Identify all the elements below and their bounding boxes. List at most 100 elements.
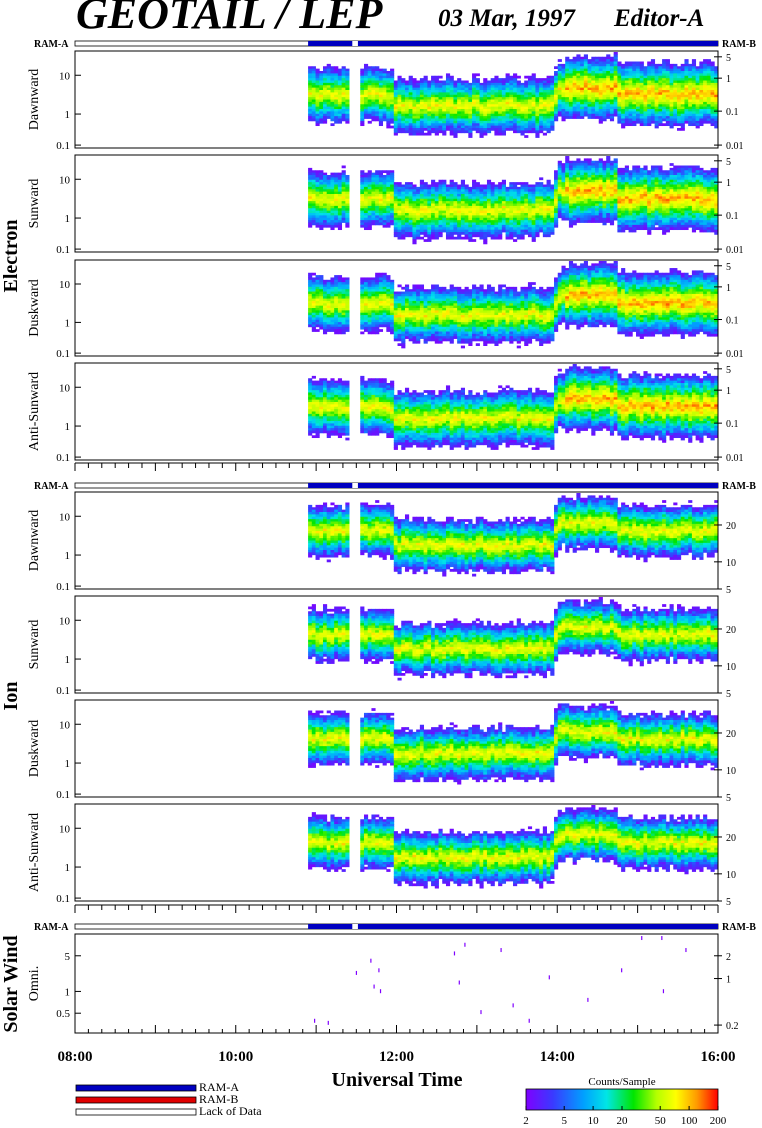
spectrogram-cell xyxy=(647,71,652,74)
spectrogram-cell xyxy=(598,167,603,171)
spectrogram-cell xyxy=(468,87,473,91)
spectrogram-cell xyxy=(665,205,670,209)
spectrogram-cell xyxy=(658,170,663,174)
spectrogram-cell xyxy=(539,222,544,226)
spectrogram-cell xyxy=(337,213,343,216)
spectrogram-cell xyxy=(337,203,343,207)
spectrogram-cell xyxy=(650,59,656,62)
spectrogram-cell xyxy=(412,109,417,112)
spectrogram-cell xyxy=(598,75,603,79)
spectrogram-cell xyxy=(322,85,328,89)
spectrogram-cell xyxy=(650,220,656,223)
spectrogram-cell xyxy=(486,99,492,103)
spectrogram-cell xyxy=(494,222,499,226)
spectrogram-cell xyxy=(624,111,629,115)
spectrogram-cell xyxy=(334,182,339,185)
spectrogram-cell xyxy=(479,130,484,134)
spectrogram-cell xyxy=(442,229,447,233)
spectrogram-cell xyxy=(669,97,674,100)
spectrogram-cell xyxy=(464,205,469,209)
spectrogram-cell xyxy=(609,59,615,62)
spectrogram-cell xyxy=(319,215,324,219)
spectrogram-cell xyxy=(714,109,719,112)
spectrogram-cell xyxy=(621,182,626,185)
spectrogram-cell xyxy=(565,198,570,202)
spectrogram-cell xyxy=(531,232,536,235)
spectrogram-cell xyxy=(643,191,648,195)
spectrogram-cell xyxy=(527,106,533,110)
spectrogram-cell xyxy=(330,80,335,84)
spectrogram-cell xyxy=(617,175,622,178)
spectrogram-cell xyxy=(416,234,421,238)
spectrogram-cell xyxy=(576,94,581,98)
spectrogram-cell xyxy=(393,222,398,226)
spectrogram-cell xyxy=(639,184,644,188)
spectrogram-cell xyxy=(595,170,600,174)
spectrogram-cell xyxy=(404,196,410,200)
spectrogram-cell xyxy=(568,87,574,91)
spectrogram-cell xyxy=(390,182,395,185)
spectrogram-cell xyxy=(632,109,637,112)
spectrogram-cell xyxy=(669,177,674,181)
spectrogram-cell xyxy=(308,104,313,108)
spectrogram-cell xyxy=(438,194,443,197)
spectrogram-cell xyxy=(337,71,343,74)
spectrogram-cell xyxy=(516,123,521,127)
spectrogram-cell xyxy=(595,92,600,96)
spectrogram-cell xyxy=(591,167,596,171)
spectrogram-cell xyxy=(322,75,328,79)
spectrogram-cell xyxy=(520,194,525,197)
spectrogram-cell xyxy=(598,160,603,164)
spectrogram-cell xyxy=(341,179,346,183)
spectrogram-cell xyxy=(662,217,667,221)
spectrogram-cell xyxy=(654,78,659,81)
spectrogram-cell xyxy=(662,186,667,190)
spectrogram-cell xyxy=(367,194,372,197)
spectrogram-cell xyxy=(404,125,410,129)
spectrogram-cell xyxy=(568,101,574,105)
spectrogram-cell xyxy=(501,224,506,228)
spectrogram-cell xyxy=(524,191,529,195)
spectrogram-cell xyxy=(684,109,689,112)
spectrogram-cell xyxy=(587,158,592,162)
spectrogram-cell xyxy=(524,198,529,202)
spectrogram-cell xyxy=(501,132,506,136)
spectrogram-cell xyxy=(472,194,477,197)
spectrogram-cell xyxy=(524,182,529,185)
spectrogram-cell xyxy=(483,106,488,110)
spectrogram-cell xyxy=(494,125,499,129)
spectrogram-cell xyxy=(442,82,447,86)
spectrogram-cell xyxy=(460,99,465,103)
spectrogram-cell xyxy=(427,104,432,108)
spectrogram-cell xyxy=(609,220,615,223)
spectrogram-cell xyxy=(334,194,339,197)
spectrogram-cell xyxy=(408,220,413,223)
spectrogram-cell xyxy=(665,68,670,72)
spectrogram-cell xyxy=(475,208,480,212)
spectrogram-cell xyxy=(665,217,670,221)
spectrogram-cell xyxy=(337,186,343,190)
spectrogram-cell xyxy=(602,111,607,115)
spectrogram-cell xyxy=(643,222,648,226)
spectrogram-cell xyxy=(416,90,421,93)
spectrogram-cell xyxy=(442,128,447,131)
spectrogram-cell xyxy=(699,101,704,105)
spectrogram-cell xyxy=(606,99,611,103)
spectrogram-cell xyxy=(423,82,428,86)
spectrogram-cell xyxy=(360,222,365,226)
spectrogram-cell xyxy=(524,94,529,98)
spectrogram-cell xyxy=(587,66,592,70)
spectrogram-cell xyxy=(632,68,637,72)
spectrogram-cell xyxy=(598,208,603,212)
spectrogram-cell xyxy=(408,85,413,89)
spectrogram-cell xyxy=(580,111,585,115)
spectrogram-cell xyxy=(434,90,439,93)
spectrogram-cell xyxy=(576,97,581,100)
spectrogram-cell xyxy=(568,104,574,108)
spectrogram-cell xyxy=(617,97,622,100)
spectrogram-cell xyxy=(613,196,618,200)
spectrogram-cell xyxy=(434,224,439,228)
spectrogram-cell xyxy=(524,227,529,231)
spectrogram-cell xyxy=(636,227,641,231)
spectrogram-cell xyxy=(557,87,562,91)
